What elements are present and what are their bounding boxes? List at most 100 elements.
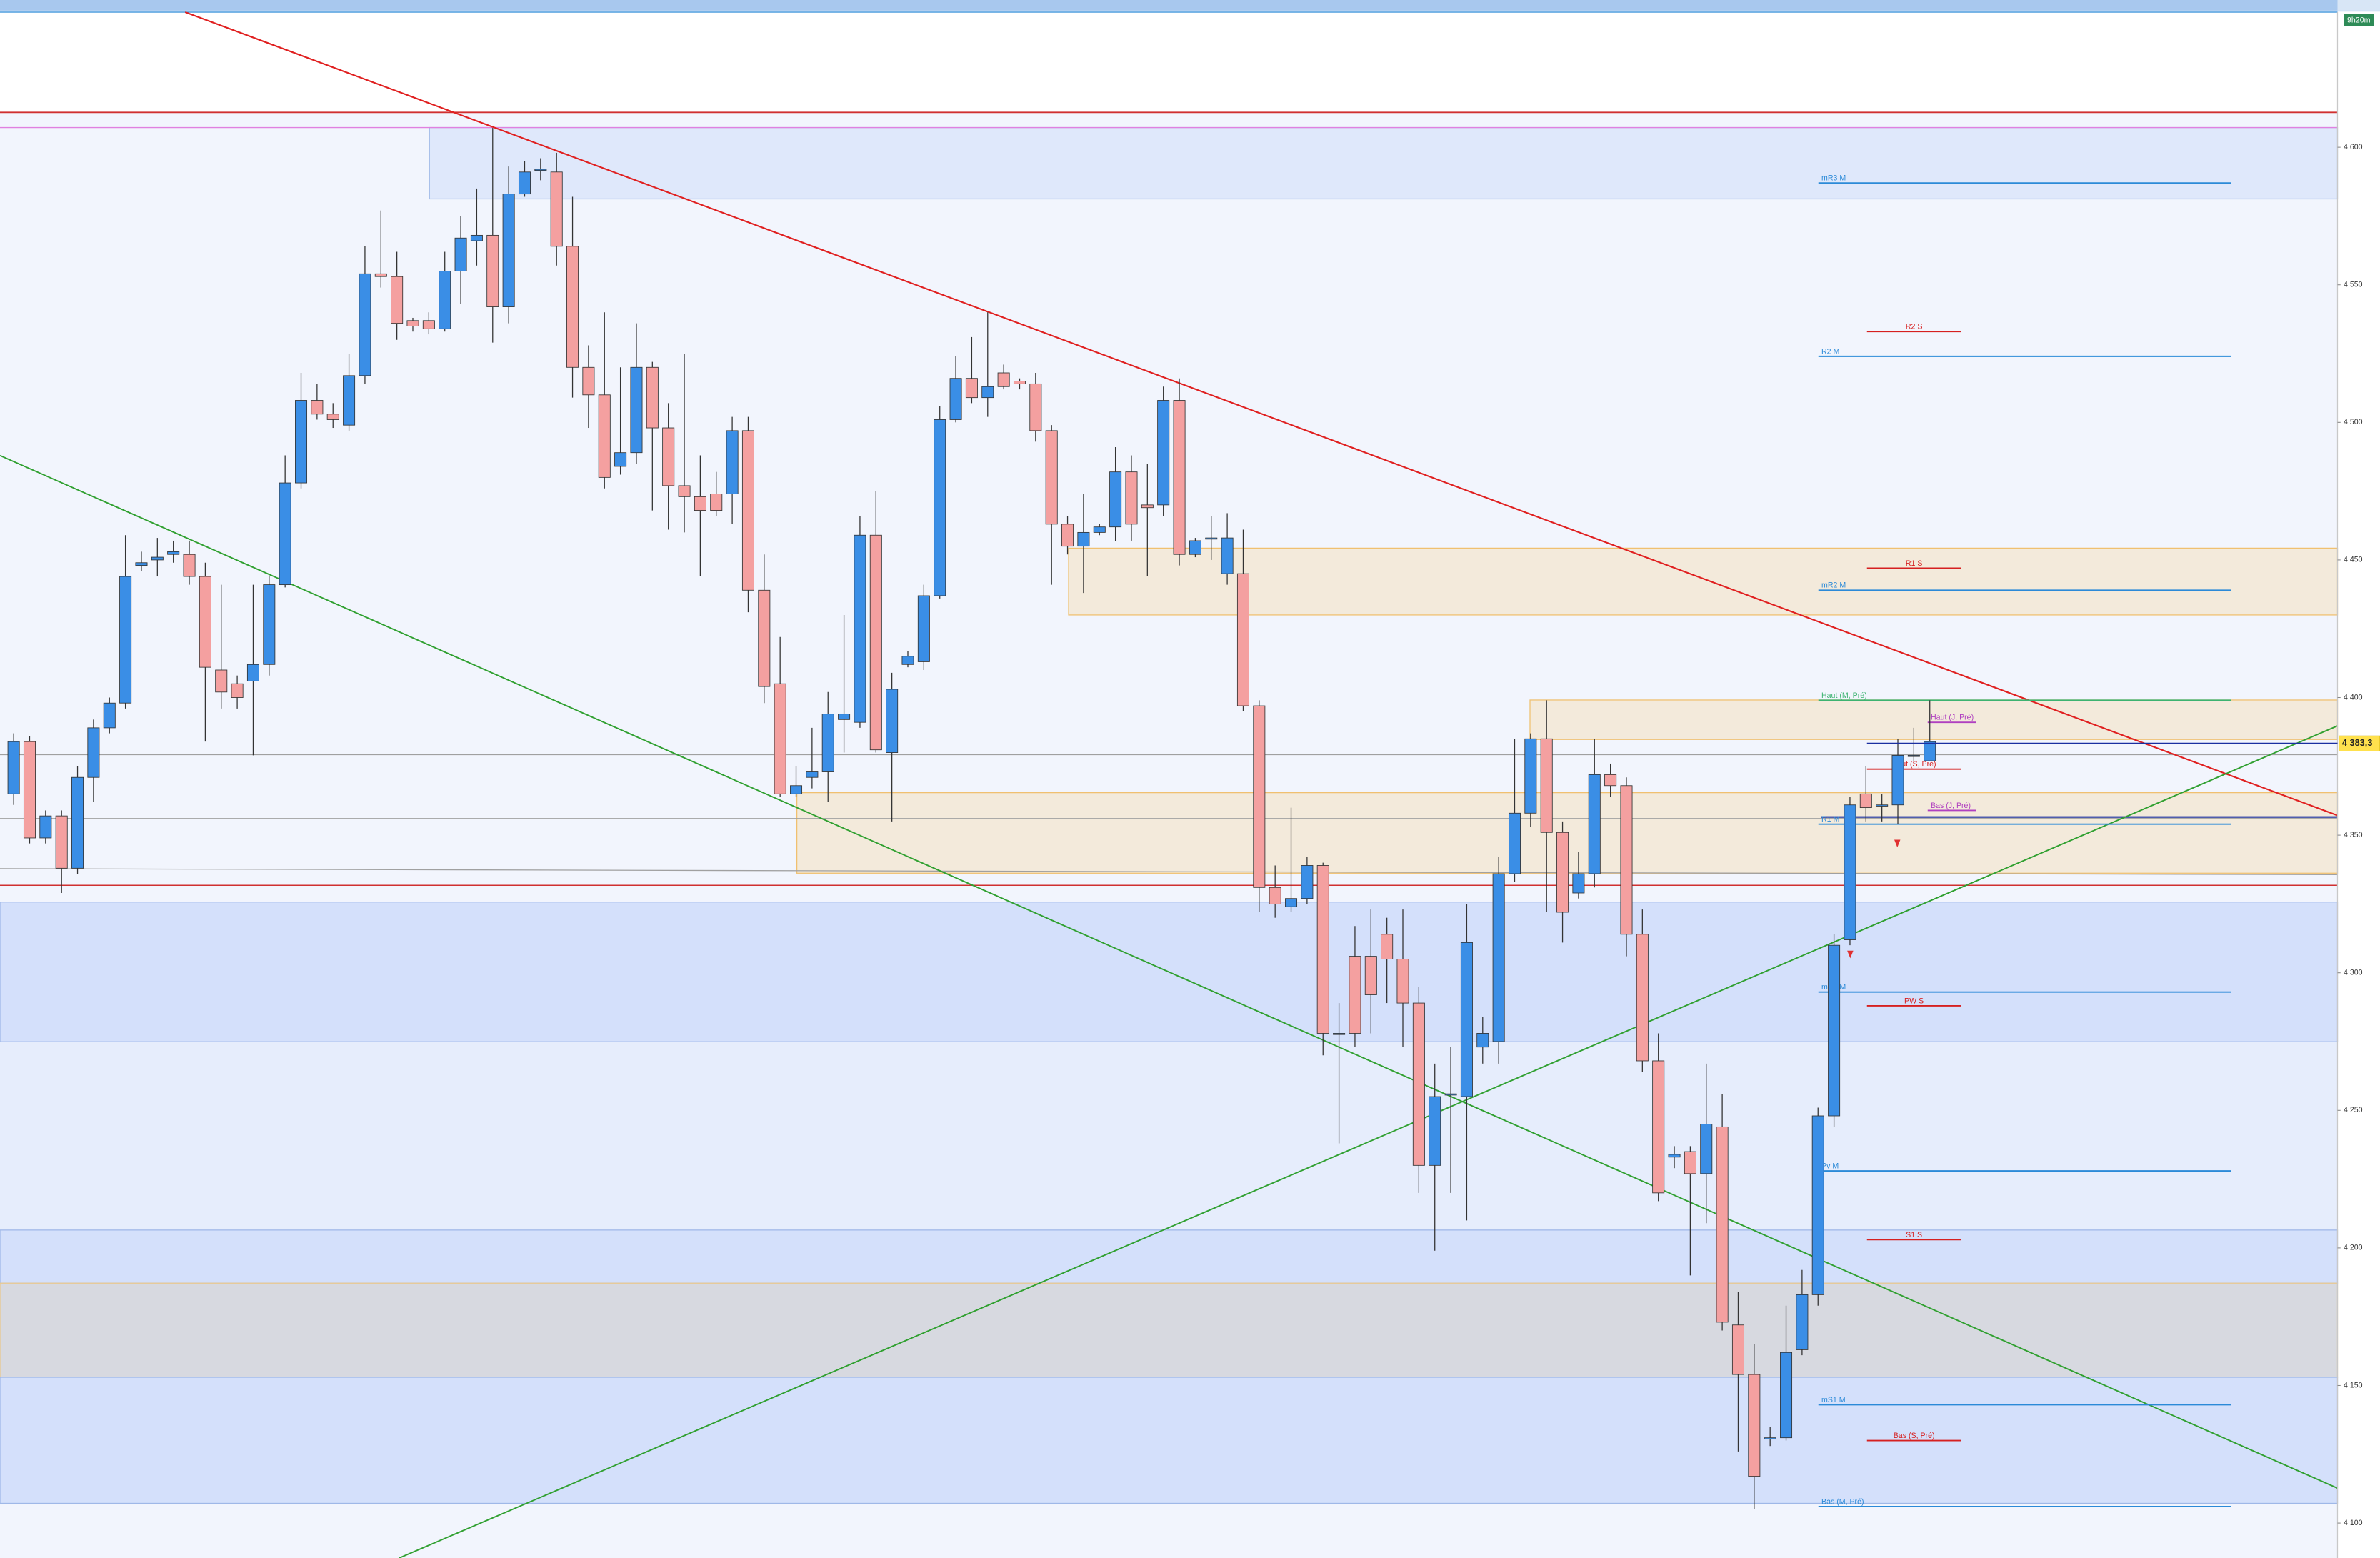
candle-body bbox=[1891, 754, 1904, 806]
candle-body bbox=[103, 702, 116, 729]
level-label: Bas (M, Pré) bbox=[1821, 1497, 1864, 1506]
candle-body bbox=[1731, 1324, 1744, 1375]
y-tick-label: 4 200 bbox=[2344, 1244, 2363, 1252]
level-label: Pv M bbox=[1821, 1162, 1839, 1170]
last-price-box bbox=[2339, 735, 2380, 751]
candle-body bbox=[566, 246, 579, 368]
level-label: Haut (J, Pré) bbox=[1931, 714, 1974, 722]
candle-body bbox=[1269, 887, 1281, 904]
timer-box bbox=[2344, 14, 2374, 26]
candle-body bbox=[1029, 383, 1042, 431]
candle-body bbox=[1907, 754, 1920, 757]
candle-body bbox=[1796, 1294, 1809, 1350]
candle-body bbox=[1780, 1352, 1793, 1439]
candle-body bbox=[326, 414, 339, 420]
candle-body bbox=[199, 576, 211, 668]
candle-body bbox=[1828, 944, 1841, 1117]
candle-body bbox=[582, 366, 595, 396]
candle-body bbox=[965, 378, 978, 399]
candle-body bbox=[678, 485, 691, 497]
candle-body bbox=[550, 171, 563, 247]
candle-body bbox=[71, 776, 84, 869]
candle-body bbox=[1636, 934, 1649, 1062]
candle-body bbox=[1045, 430, 1058, 525]
candle-body bbox=[439, 271, 451, 329]
candle-body bbox=[726, 430, 739, 494]
candle-body bbox=[1077, 531, 1090, 547]
candle-body bbox=[710, 494, 723, 511]
candle-body bbox=[1700, 1124, 1713, 1174]
level-label: mR2 M bbox=[1821, 581, 1846, 590]
candle-body bbox=[934, 419, 946, 596]
y-tick-label: 4 500 bbox=[2344, 418, 2363, 426]
level-label: R1 M bbox=[1821, 815, 1839, 824]
candle-body bbox=[1652, 1060, 1665, 1194]
title-bar bbox=[0, 0, 2380, 11]
level-label: Haut (M, Pré) bbox=[1821, 691, 1867, 700]
candle-body bbox=[790, 785, 803, 794]
trend-line bbox=[0, 454, 2338, 1489]
candle-body bbox=[151, 556, 164, 561]
candle-body bbox=[1844, 804, 1856, 940]
candle-body bbox=[917, 595, 930, 662]
candle-body bbox=[406, 320, 419, 326]
level-label: mS1 M bbox=[1821, 1396, 1846, 1404]
candle-body bbox=[630, 366, 643, 454]
candle-body bbox=[343, 375, 356, 426]
candle-body bbox=[1460, 942, 1473, 1097]
candle-body bbox=[470, 234, 483, 241]
candle-body bbox=[1333, 1033, 1346, 1035]
trend-line bbox=[399, 725, 2338, 1558]
window-controls bbox=[2337, 0, 2380, 11]
candle-body bbox=[87, 727, 100, 778]
candle-body bbox=[518, 171, 531, 195]
candle-body bbox=[1349, 956, 1361, 1034]
candle-body bbox=[1412, 1002, 1425, 1166]
candle-body bbox=[391, 276, 404, 324]
candle-body bbox=[1524, 738, 1537, 814]
timer: 9h20m bbox=[2347, 16, 2371, 25]
candle-body bbox=[1253, 705, 1266, 888]
zone bbox=[1529, 699, 2339, 740]
candle-body bbox=[1716, 1126, 1729, 1323]
candle-body bbox=[1301, 865, 1314, 899]
candle-body bbox=[135, 562, 148, 566]
candle-body bbox=[1811, 1115, 1824, 1295]
candle-body bbox=[1125, 471, 1138, 525]
candle-body bbox=[614, 452, 627, 467]
candle-body bbox=[838, 714, 851, 720]
candle-body bbox=[295, 400, 308, 484]
candle-body bbox=[1141, 504, 1154, 509]
candle-body bbox=[1236, 573, 1249, 706]
level-label: mR3 M bbox=[1821, 174, 1846, 183]
candle-body bbox=[774, 683, 786, 794]
candle-body bbox=[1061, 524, 1074, 547]
candle-body bbox=[869, 534, 882, 751]
y-tick-label: 4 100 bbox=[2344, 1519, 2363, 1527]
level-label: R2 S bbox=[1906, 323, 1923, 331]
y-tick-label: 4 350 bbox=[2344, 831, 2363, 839]
candle-body bbox=[1620, 785, 1633, 935]
candle-body bbox=[741, 430, 754, 591]
candle-body bbox=[854, 534, 866, 723]
y-tick-label: 4 400 bbox=[2344, 693, 2363, 701]
candle-body bbox=[486, 234, 499, 307]
level-label: Bas (J, Pré) bbox=[1931, 802, 1971, 810]
y-tick-label: 4 250 bbox=[2344, 1106, 2363, 1114]
candle-body bbox=[263, 584, 276, 665]
candle-body bbox=[1221, 537, 1234, 574]
candle-body bbox=[1381, 934, 1394, 959]
candle-body bbox=[1492, 873, 1505, 1042]
y-tick-label: 4 150 bbox=[2344, 1381, 2363, 1389]
candle-body bbox=[1396, 959, 1409, 1004]
candle-body bbox=[1668, 1154, 1681, 1158]
candle-body bbox=[1205, 537, 1218, 540]
candle-body bbox=[758, 589, 771, 687]
trend-line bbox=[184, 11, 2338, 817]
level-label: PW S bbox=[1904, 997, 1924, 1005]
candle-body bbox=[1684, 1151, 1696, 1174]
signal-arrow bbox=[1847, 950, 1854, 959]
candle-body bbox=[534, 169, 547, 171]
candle-body bbox=[1476, 1033, 1489, 1048]
candle-body bbox=[1429, 1096, 1441, 1166]
